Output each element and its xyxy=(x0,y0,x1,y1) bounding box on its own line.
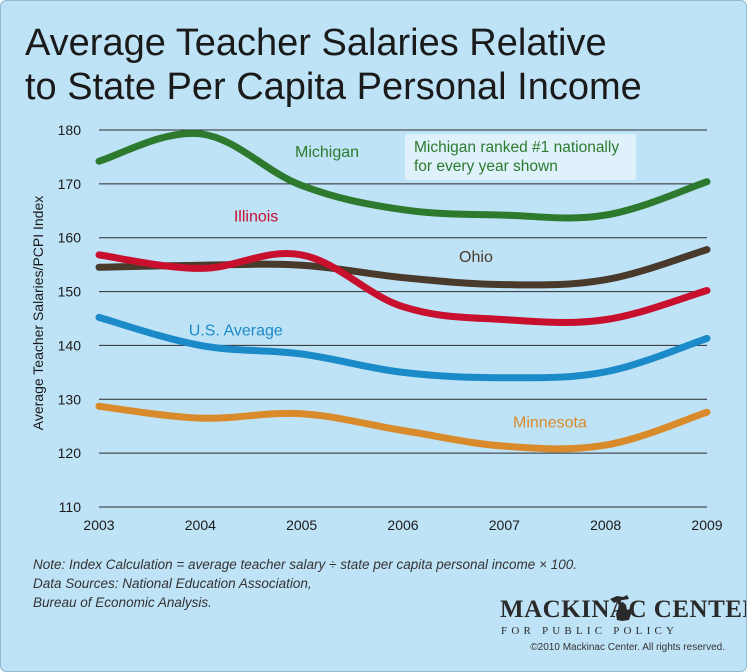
y-tick-label: 120 xyxy=(58,445,82,461)
copyright: ©2010 Mackinac Center. All rights reserv… xyxy=(530,642,725,653)
x-tick-label: 2008 xyxy=(590,517,621,533)
y-tick-label: 150 xyxy=(58,284,82,300)
gridlines xyxy=(99,129,707,508)
x-tick-label: 2009 xyxy=(691,517,722,533)
y-axis-label: Average Teacher Salaries/PCPI Index xyxy=(30,196,46,431)
y-tick-label: 160 xyxy=(58,230,82,246)
series-labels: Michigan Illinois Ohio U.S. Average Minnesot… xyxy=(189,144,587,431)
note-line-1: Note: Index Calculation = average teache… xyxy=(33,557,577,572)
series-line-michigan xyxy=(95,129,711,222)
note-line-2: Data Sources: National Education Associa… xyxy=(33,576,312,591)
y-axis-ticks: 110 120 130 140 150 160 170 180 xyxy=(58,122,82,515)
x-tick-label: 2006 xyxy=(387,517,418,533)
michigan-callout: Michigan ranked #1 nationally for every … xyxy=(405,134,636,180)
series-line-minnesota xyxy=(95,402,711,453)
note-line-3: Bureau of Economic Analysis. xyxy=(33,595,212,610)
y-tick-label: 110 xyxy=(59,499,82,515)
chart-title: Average Teacher Salaries Relative to Sta… xyxy=(25,21,725,109)
title-line-2: to State Per Capita Personal Income xyxy=(25,66,642,108)
series-line-u-s-average xyxy=(95,313,711,382)
mackinac-center-logo: MACKINAC CENTER FOR PUBLIC POLICY ©2010 … xyxy=(497,593,746,663)
x-tick-label: 2003 xyxy=(83,517,114,533)
logo-subtitle: FOR PUBLIC POLICY xyxy=(501,625,679,637)
series-label: U.S. Average xyxy=(189,323,283,340)
series-line-illinois xyxy=(95,250,711,326)
callout-line-1: Michigan ranked #1 nationally xyxy=(414,139,620,156)
series-label: Illinois xyxy=(234,209,278,226)
x-axis-ticks: 2003 2004 2005 2006 2007 2008 2009 xyxy=(83,517,722,533)
series-label: Ohio xyxy=(459,249,493,266)
y-tick-label: 140 xyxy=(58,337,82,353)
series-lines xyxy=(95,129,711,453)
title-line-1: Average Teacher Salaries Relative xyxy=(25,22,607,64)
y-tick-label: 180 xyxy=(58,122,82,138)
series-label: Michigan xyxy=(295,144,359,161)
x-tick-label: 2004 xyxy=(185,517,216,533)
x-tick-label: 2007 xyxy=(489,517,520,533)
y-tick-label: 130 xyxy=(58,391,82,407)
callout-line-2: for every year shown xyxy=(414,158,558,175)
michigan-map-icon xyxy=(610,595,631,621)
series-label: Minnesota xyxy=(513,414,587,431)
footnote: Note: Index Calculation = average teache… xyxy=(33,555,577,612)
x-tick-label: 2005 xyxy=(286,517,317,533)
y-tick-label: 170 xyxy=(58,176,82,192)
